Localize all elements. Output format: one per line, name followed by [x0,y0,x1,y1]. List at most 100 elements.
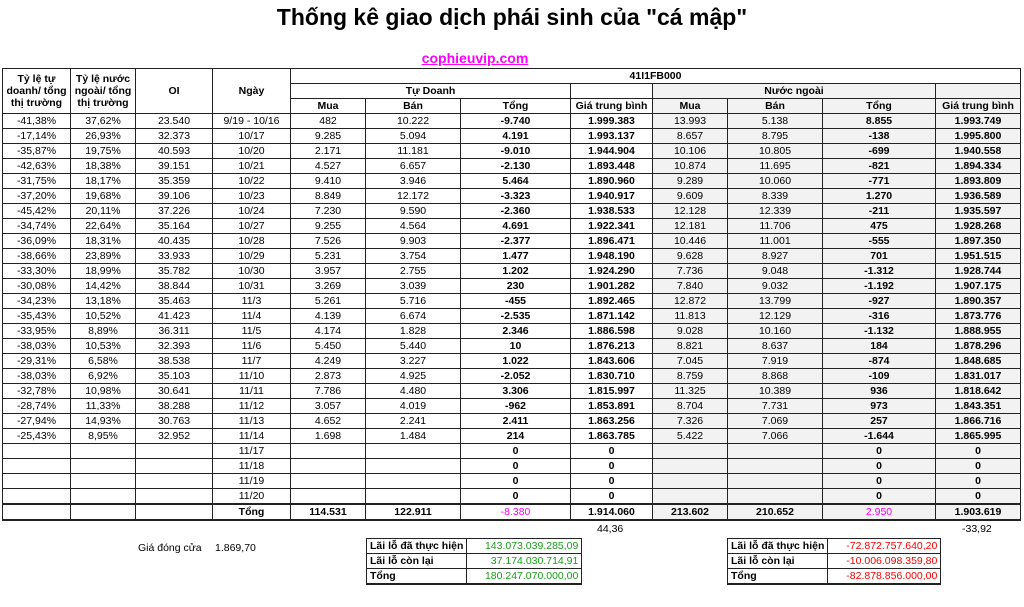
cell-td-avg: 1.940.917 [570,188,653,204]
cell-td-total: 4.691 [460,218,571,234]
cell-nn-total: 936 [822,383,936,399]
cell-nn-sell: 11.695 [727,158,823,174]
table-row: -37,20% 19,68% 39.106 10/23 8.849 12.172 -3.32… [2,188,1021,204]
cell-nn-ratio: 18,99% [70,263,136,279]
cell-td-buy [290,443,366,459]
cell-nn-avg: 1.935.597 [935,203,1021,219]
cell-td-total: -2.052 [460,368,571,384]
cell-nn-ratio: 14,93% [70,413,136,429]
cell-td-buy [290,473,366,489]
table-row: 11/17 0 0 0 0 [2,443,1021,459]
cell-td-sell: 2.755 [365,263,461,279]
site-link[interactable]: cophieuvip.com [421,50,529,66]
cell-nn-ratio: 22,64% [70,218,136,234]
cell-td-sell [365,443,461,459]
cell-oi: 39.106 [135,188,213,204]
cell-nn-sell: 8.868 [727,368,823,384]
cell-td-total: 5.464 [460,173,571,189]
cell-td-ratio [2,443,71,459]
cell-nn-avg: 1.866.716 [935,413,1021,429]
table-row: 11/19 0 0 0 0 [2,473,1021,489]
cell-nn-sell: 12.129 [727,308,823,324]
table-body: -41,38% 37,62% 23.540 9/19 - 10/16 482 10.222… [2,113,1021,521]
cell-td-sell: 122.911 [365,503,461,521]
header-contract: 41I1FB000 [290,68,1021,84]
table-row: -35,43% 10,52% 41.423 11/4 4.139 6.674 -2.535 1… [2,308,1021,324]
table-row: -31,75% 18,17% 35.359 10/22 9.410 3.946 5.464 1… [2,173,1021,189]
cell-nn-buy: 5.422 [652,428,728,444]
cell-date: 11/12 [212,398,291,414]
header-td-ratio: Tỷ lệ tự doanh/ tổng thị trường [2,68,71,114]
cell-nn-total: -821 [822,158,936,174]
cell-nn-ratio: 26,93% [70,128,136,144]
cell-nn-sell [727,443,823,459]
cell-nn-buy [652,443,728,459]
cell-nn-total: -316 [822,308,936,324]
cell-td-buy: 4.652 [290,413,366,429]
cell-nn-sell: 10.805 [727,143,823,159]
table-row: -32,78% 10,98% 30.641 11/11 7.786 4.480 3.306 1… [2,383,1021,399]
cell-nn-buy: 11.813 [652,308,728,324]
cell-td-total: -2.377 [460,233,571,249]
cell-td-avg: 0 [570,473,653,489]
cell-nn-total: -109 [822,368,936,384]
cell-td-total: 230 [460,278,571,294]
pl-label: Lãi lỗ còn lại [365,553,468,569]
cell-td-avg: 1.830.710 [570,368,653,384]
cell-date: 10/30 [212,263,291,279]
cell-nn-sell: 7.919 [727,353,823,369]
cell-nn-sell: 11.706 [727,218,823,234]
cell-nn-buy: 7.736 [652,263,728,279]
cell-nn-avg: 1.873.776 [935,308,1021,324]
cell-nn-avg: 1.818.642 [935,383,1021,399]
cell-td-sell: 4.925 [365,368,461,384]
cell-date: 10/22 [212,173,291,189]
cell-td-ratio: -38,66% [2,248,71,264]
cell-nn-ratio: 10,52% [70,308,136,324]
cell-nn-buy: 9.028 [652,323,728,339]
cell-td-avg: 1.871.142 [570,308,653,324]
td-avg-diff: 44,36 [597,523,624,535]
cell-nn-buy: 8.657 [652,128,728,144]
table-row: -17,14% 26,93% 32.373 10/17 9.285 5.094 4.191 1… [2,128,1021,144]
cell-nn-total: 257 [822,413,936,429]
cell-td-total: 1.022 [460,353,571,369]
cell-date: 10/23 [212,188,291,204]
header-td-buy: Mua [290,98,366,114]
cell-date: 11/7 [212,353,291,369]
cell-nn-avg: 1.940.558 [935,143,1021,159]
header-date: Ngày [212,68,291,114]
cell-td-total: -8.380 [460,503,571,521]
cell-date: 11/11 [212,383,291,399]
pl-label: Lãi lỗ đã thực hiện [726,538,829,554]
cell-td-sell: 4.019 [365,398,461,414]
cell-td-avg: 1.863.785 [570,428,653,444]
pl-tu-doanh-table: Lãi lỗ đã thực hiện 143.073.039.285,09 Lãi… [365,538,583,585]
cell-date: 10/20 [212,143,291,159]
cell-td-ratio: -25,43% [2,428,71,444]
cell-td-buy: 7.786 [290,383,366,399]
cell-date: 10/31 [212,278,291,294]
cell-td-ratio [2,458,71,474]
cell-td-avg: 1.890.960 [570,173,653,189]
cell-oi: 39.151 [135,158,213,174]
cell-td-ratio: -30,08% [2,278,71,294]
header-oi: OI [135,68,213,114]
cell-nn-avg: 1.831.017 [935,368,1021,384]
cell-td-total: -3.323 [460,188,571,204]
cell-nn-buy: 13.993 [652,113,728,129]
cell-td-buy: 2.873 [290,368,366,384]
cell-nn-total: -771 [822,173,936,189]
cell-date: 11/14 [212,428,291,444]
cell-oi: 23.540 [135,113,213,129]
cell-nn-avg: 0 [935,443,1021,459]
cell-td-total: 10 [460,338,571,354]
cell-td-ratio: -36,09% [2,233,71,249]
cell-nn-ratio [70,488,136,505]
cell-td-ratio: -32,78% [2,383,71,399]
pl-value: -72.872.757.640,20 [827,538,942,554]
cell-date: 11/5 [212,323,291,339]
cell-nn-ratio: 6,58% [70,353,136,369]
pl-label: Lãi lỗ còn lại [726,553,829,569]
table-row: 11/20 0 0 0 0 [2,488,1021,505]
